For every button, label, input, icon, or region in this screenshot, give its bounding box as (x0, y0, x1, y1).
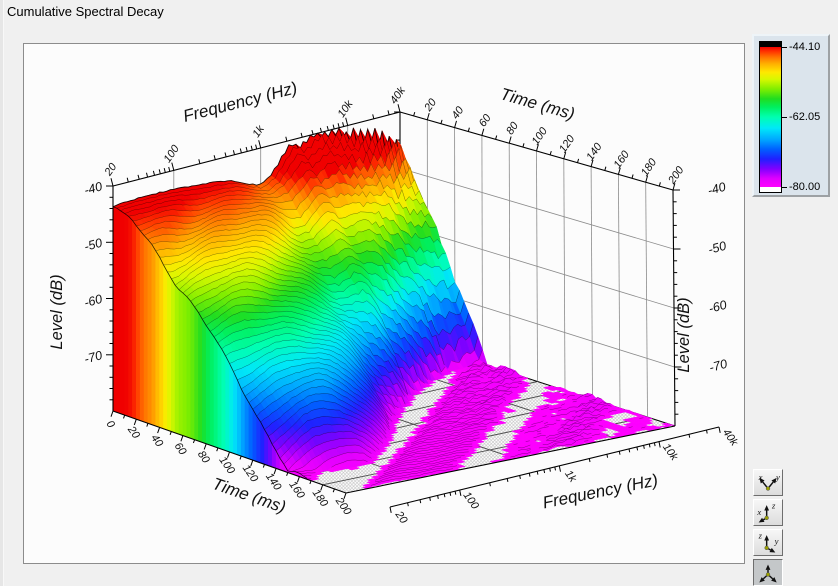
colorbar-gradient (760, 47, 781, 187)
svg-text:z: z (771, 501, 776, 511)
colorbar-under-range (760, 187, 781, 192)
window-left-edge (0, 0, 4, 586)
colorbar-ramp[interactable] (759, 41, 782, 193)
svg-text:z: z (758, 531, 763, 541)
origin-dot-icon (764, 515, 769, 520)
page-title: Cumulative Spectral Decay (7, 4, 164, 19)
origin-dot-icon (765, 486, 771, 491)
colorbar-max-label[interactable]: -44.10 (789, 41, 821, 53)
svg-text:x: x (756, 507, 761, 517)
svg-text:y: y (775, 472, 780, 482)
origin-dot-icon (764, 545, 769, 550)
colorbar-tick-max (782, 47, 787, 48)
plot-panel (23, 43, 745, 564)
colorbar-min-label[interactable]: -80.00 (789, 181, 821, 193)
colorbar-tick-min (782, 187, 787, 188)
origin-dot-icon (765, 572, 771, 577)
colorbar-tick-mid (782, 117, 787, 118)
view-3d-button[interactable] (753, 559, 783, 586)
svg-text:y: y (774, 536, 779, 546)
colorbar-panel: -44.10 -62.05 -80.00 (752, 34, 830, 197)
svg-text:x: x (758, 472, 763, 482)
colorbar-mid-label[interactable]: -62.05 (789, 111, 821, 123)
